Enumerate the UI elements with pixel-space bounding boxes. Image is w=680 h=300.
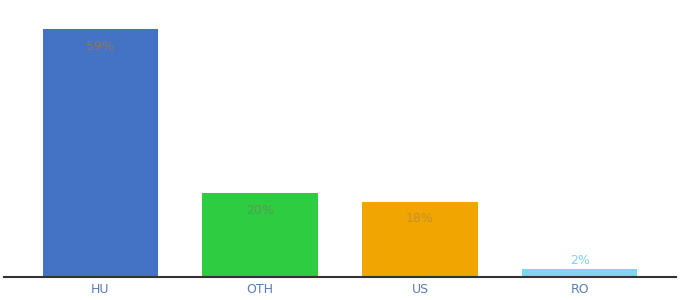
Bar	[522, 269, 637, 277]
Text: 2%: 2%	[570, 254, 590, 267]
Bar	[203, 193, 318, 277]
Bar	[43, 29, 158, 277]
Text: 20%: 20%	[246, 204, 274, 217]
Bar	[362, 202, 477, 277]
Text: 18%: 18%	[406, 212, 434, 225]
Text: 59%: 59%	[86, 40, 114, 53]
